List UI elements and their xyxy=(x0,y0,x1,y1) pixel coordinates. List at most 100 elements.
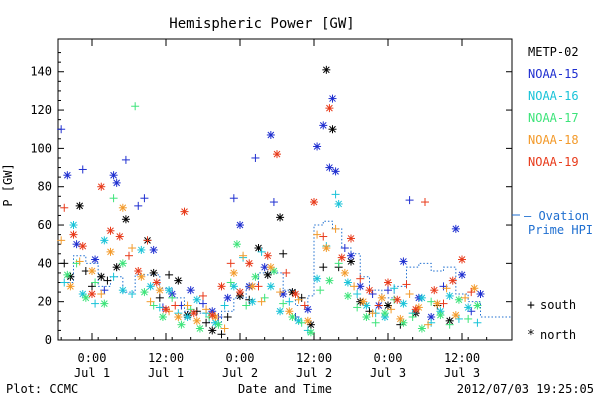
north-point xyxy=(319,121,328,130)
south-point xyxy=(202,305,211,314)
x-tick-time-label: 12:00 xyxy=(444,351,480,365)
north-point xyxy=(121,215,130,224)
legend-entry: NOAA-19 xyxy=(528,155,579,169)
south-point xyxy=(134,201,143,210)
north-point xyxy=(303,305,312,314)
north-point xyxy=(155,286,164,295)
south-point xyxy=(171,301,180,310)
marker-legend: + south * north xyxy=(527,298,576,343)
north-marker-symbol: * xyxy=(527,328,535,343)
south-point xyxy=(91,278,100,287)
south-point xyxy=(217,330,226,339)
south-point xyxy=(57,125,66,134)
north-point xyxy=(291,290,300,299)
south-point xyxy=(300,301,309,310)
north-point xyxy=(417,324,426,333)
north-point xyxy=(236,288,244,297)
south-point xyxy=(387,305,396,314)
north-point xyxy=(115,232,124,241)
x-tick-time-label: 0:00 xyxy=(374,351,403,365)
south-point xyxy=(91,299,100,308)
north-point xyxy=(451,224,460,233)
x-axis-label: Date and Time xyxy=(238,382,332,396)
south-point xyxy=(276,288,285,297)
footer-plot-credit: Plot: CCMC xyxy=(6,382,78,396)
north-point xyxy=(359,297,368,306)
north-point xyxy=(106,226,115,235)
x-tick-date-label: Jul 2 xyxy=(296,366,332,380)
south-point xyxy=(467,288,476,297)
north-point xyxy=(411,305,420,314)
y-tick-label: 100 xyxy=(30,141,52,155)
y-tick-label: 0 xyxy=(45,333,52,347)
north-marker-label: north xyxy=(540,328,576,342)
north-point xyxy=(232,240,241,249)
north-point xyxy=(208,311,217,320)
south-point xyxy=(319,232,328,241)
north-point xyxy=(454,295,463,304)
south-point xyxy=(313,230,322,239)
north-point xyxy=(69,230,78,239)
south-point xyxy=(356,274,365,283)
chart-title: Hemispheric Power [GW] xyxy=(169,16,354,32)
north-point xyxy=(152,278,161,287)
north-point xyxy=(288,313,297,322)
south-point xyxy=(374,301,383,310)
north-point xyxy=(251,272,260,281)
north-point xyxy=(177,320,186,329)
south-point xyxy=(334,259,343,268)
south-point xyxy=(220,301,229,310)
north-point xyxy=(109,171,118,180)
x-tick-date-label: Jul 2 xyxy=(222,366,258,380)
y-axis-label: P [GW] xyxy=(1,163,15,206)
south-point xyxy=(319,263,328,272)
south-point xyxy=(282,268,291,277)
south-point xyxy=(340,244,349,253)
south-point xyxy=(109,272,118,281)
north-point xyxy=(75,201,84,210)
south-point xyxy=(183,301,192,310)
north-point xyxy=(208,326,217,335)
north-point xyxy=(266,282,275,291)
north-point xyxy=(451,311,460,320)
south-point xyxy=(60,203,69,212)
south-point xyxy=(165,270,174,279)
north-point xyxy=(362,313,371,322)
ovation-legend-line1: — Ovation xyxy=(524,209,589,223)
north-point xyxy=(325,163,334,172)
x-tick-date-label: Jul 3 xyxy=(370,366,406,380)
north-point xyxy=(88,290,96,299)
y-tick-label: 140 xyxy=(30,65,52,79)
south-point xyxy=(226,278,235,287)
north-point xyxy=(458,255,466,264)
y-tick-label: 80 xyxy=(38,180,52,194)
south-point xyxy=(251,153,260,162)
north-point xyxy=(263,270,272,279)
south-point xyxy=(473,318,482,327)
north-point xyxy=(118,259,127,268)
x-tick-date-label: Jul 1 xyxy=(148,366,184,380)
north-point xyxy=(162,305,170,314)
south-point xyxy=(368,309,377,318)
north-point xyxy=(189,309,198,318)
north-point xyxy=(174,276,183,285)
north-point xyxy=(347,234,355,243)
south-point xyxy=(131,102,140,111)
south-point xyxy=(128,244,137,253)
south-point xyxy=(285,297,294,306)
south-point xyxy=(220,324,229,333)
south-marker-symbol: + xyxy=(527,298,535,313)
south-point xyxy=(353,290,362,299)
south-point xyxy=(461,293,470,302)
south-point xyxy=(384,286,392,295)
north-point xyxy=(343,278,352,287)
north-point xyxy=(118,286,127,295)
south-point xyxy=(223,313,232,322)
north-point xyxy=(306,320,315,329)
north-point xyxy=(149,245,158,254)
north-point xyxy=(266,263,275,272)
north-point xyxy=(458,270,466,279)
south-point xyxy=(57,236,66,245)
legend-entry: METP-02 xyxy=(528,45,579,59)
